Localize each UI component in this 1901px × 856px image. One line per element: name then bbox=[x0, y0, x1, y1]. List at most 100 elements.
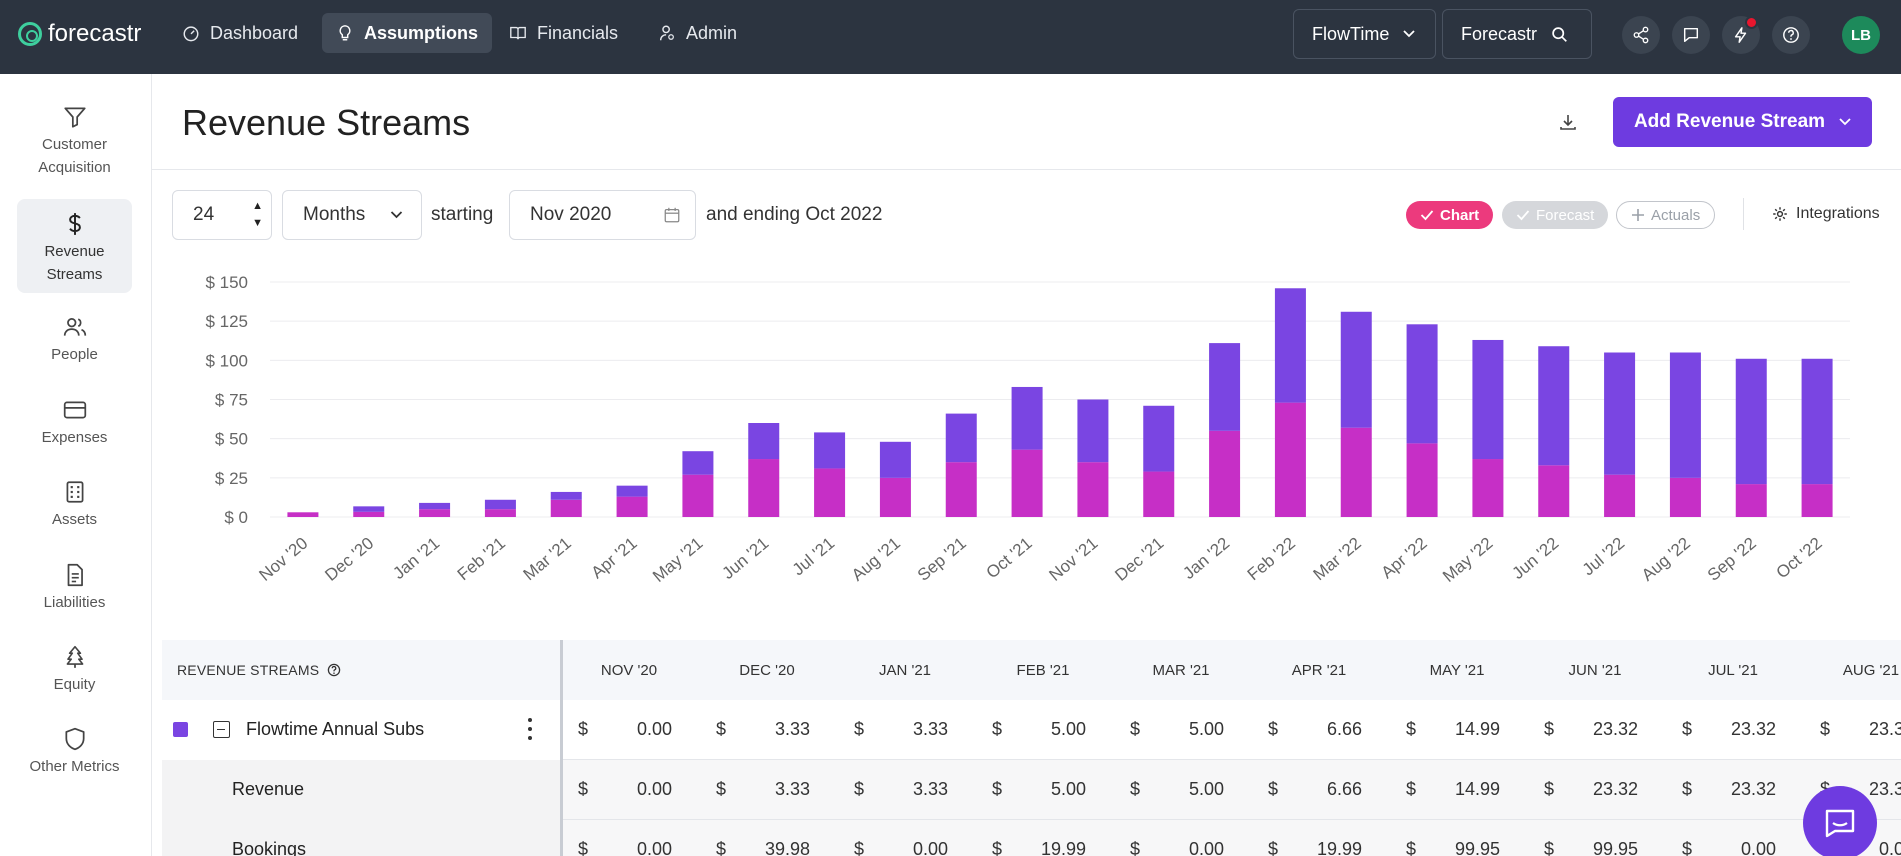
table-cell[interactable]: $0.00 bbox=[1664, 839, 1802, 856]
bar-bookings bbox=[1209, 343, 1241, 431]
chart-toggle[interactable]: Chart bbox=[1406, 201, 1494, 229]
table-cell[interactable]: $5.00 bbox=[1112, 779, 1250, 803]
actuals-toggle[interactable]: Actuals bbox=[1616, 201, 1716, 229]
top-navbar: forecastr Dashboard Assumptions Financia… bbox=[0, 0, 1901, 74]
sidebar-item-label: Customer Acquisition bbox=[38, 136, 111, 176]
gear-icon bbox=[1773, 207, 1787, 221]
start-date-picker[interactable]: Nov 2020 bbox=[509, 190, 696, 240]
forecast-toggle-label: Forecast bbox=[1536, 206, 1595, 224]
column-header: JAN '21 bbox=[878, 662, 932, 679]
nav-admin[interactable]: Admin bbox=[644, 13, 751, 53]
table-cell[interactable]: $99.95 bbox=[1526, 839, 1664, 856]
chat-support-button[interactable] bbox=[1803, 786, 1877, 856]
sidebar-item-label: Expenses bbox=[41, 429, 108, 446]
search-icon bbox=[1552, 26, 1567, 42]
currency-symbol: $ bbox=[1682, 839, 1693, 856]
table-cell[interactable]: $23.32 bbox=[1526, 779, 1664, 803]
table-cell[interactable]: $23.32 bbox=[1664, 719, 1802, 743]
table-cell[interactable]: $0.00 bbox=[560, 779, 698, 803]
chart-toggle-label: Chart bbox=[1440, 206, 1480, 224]
table-cell[interactable]: $23.32 bbox=[1664, 779, 1802, 803]
company-select-value: FlowTime bbox=[1312, 23, 1390, 44]
download-button[interactable] bbox=[1550, 108, 1586, 136]
table-row-revenue[interactable]: Revenue $0.00 $3.33 $3.33 $5.00 $5.00 $6.66 $1… bbox=[162, 760, 1901, 820]
forecastr-logo[interactable]: forecastr bbox=[18, 20, 141, 48]
x-tick-label: Feb '22 bbox=[1244, 534, 1299, 585]
sidebar-item-revenue-streams[interactable]: Revenue Streams bbox=[17, 199, 132, 293]
people-icon bbox=[63, 318, 86, 336]
integrations-button[interactable]: Integrations bbox=[1772, 205, 1880, 223]
table-cell[interactable]: $14.99 bbox=[1388, 719, 1526, 743]
stepper-up-icon[interactable]: ▲ bbox=[252, 200, 263, 212]
table-cell[interactable]: $5.00 bbox=[1112, 719, 1250, 743]
table-row-stream[interactable]: Flowtime Annual Subs $0.00 $3.33 $3.33 $5.0… bbox=[162, 700, 1901, 760]
table-cell[interactable]: $0.00 bbox=[560, 839, 698, 856]
sidebar-item-expenses[interactable]: Expenses bbox=[17, 397, 132, 457]
table-cell[interactable]: $5.00 bbox=[974, 719, 1112, 743]
sidebar-item-customer-acquisition[interactable]: Customer Acquisition bbox=[17, 104, 132, 184]
stepper-down-icon[interactable]: ▼ bbox=[252, 217, 263, 229]
table-cell[interactable]: $6.66 bbox=[1250, 719, 1388, 743]
bar-bookings bbox=[1604, 352, 1636, 475]
table-cell[interactable]: $3.33 bbox=[836, 719, 974, 743]
help-button[interactable] bbox=[1772, 16, 1810, 54]
collapse-icon[interactable] bbox=[213, 721, 230, 738]
help-icon[interactable] bbox=[327, 663, 341, 677]
plus-icon bbox=[1632, 209, 1644, 221]
sidebar-item-people[interactable]: People bbox=[17, 314, 132, 374]
sidebar-item-liabilities[interactable]: Liabilities bbox=[17, 562, 132, 622]
bar-revenue bbox=[1735, 484, 1767, 517]
bar-bookings bbox=[945, 413, 977, 463]
bar-bookings bbox=[1472, 339, 1504, 460]
comments-button[interactable] bbox=[1672, 16, 1710, 54]
search-box[interactable]: Forecastr bbox=[1442, 9, 1592, 59]
lightning-icon bbox=[1734, 27, 1747, 43]
sidebar-item-other-metrics[interactable]: Other Metrics bbox=[17, 726, 132, 786]
y-tick-label: $ 125 bbox=[205, 312, 248, 331]
add-revenue-stream-button[interactable]: Add Revenue Stream bbox=[1613, 97, 1872, 147]
more-options-icon[interactable] bbox=[527, 718, 533, 740]
table-cell[interactable]: $19.99 bbox=[1250, 839, 1388, 856]
frozen-column-divider[interactable] bbox=[560, 640, 563, 856]
x-tick-label: Jan '22 bbox=[1179, 534, 1233, 583]
period-unit-select[interactable]: Months bbox=[282, 190, 422, 240]
table-cell[interactable]: $6.66 bbox=[1250, 779, 1388, 803]
cell-value: 23.32 bbox=[1868, 779, 1901, 799]
bar-revenue bbox=[814, 468, 846, 517]
cell-value: 14.99 bbox=[1454, 719, 1500, 739]
bar-revenue bbox=[1077, 462, 1109, 517]
table-cell[interactable]: $3.33 bbox=[836, 779, 974, 803]
y-tick-label: $ 75 bbox=[215, 391, 248, 410]
nav-financials[interactable]: Financials bbox=[495, 13, 632, 53]
table-cell[interactable]: $14.99 bbox=[1388, 779, 1526, 803]
cell-value: 5.00 bbox=[1188, 719, 1224, 739]
sidebar-item-equity[interactable]: Equity bbox=[17, 644, 132, 704]
activity-button[interactable] bbox=[1722, 16, 1760, 54]
table-cell[interactable]: $0.00 bbox=[560, 719, 698, 743]
table-cell[interactable]: $99.95 bbox=[1388, 839, 1526, 856]
nav-assumptions[interactable]: Assumptions bbox=[322, 13, 493, 53]
table-cell[interactable]: $0.00 bbox=[836, 839, 974, 856]
table-cell[interactable]: $3.33 bbox=[698, 779, 836, 803]
sidebar-item-assets[interactable]: Assets bbox=[17, 479, 132, 539]
table-cell[interactable]: $23.32 bbox=[1802, 719, 1901, 743]
table-cell[interactable]: $3.33 bbox=[698, 719, 836, 743]
forecast-toggle[interactable]: Forecast bbox=[1502, 201, 1609, 229]
share-icon bbox=[1633, 26, 1649, 44]
period-count-stepper[interactable]: 24 ▲ ▼ bbox=[172, 190, 272, 240]
nav-dashboard[interactable]: Dashboard bbox=[168, 13, 312, 53]
table-cell[interactable]: $0.00 bbox=[1112, 839, 1250, 856]
table-cell[interactable]: $23.32 bbox=[1526, 719, 1664, 743]
cell-value: 0.00 bbox=[1740, 839, 1776, 856]
table-cell[interactable]: $39.98 bbox=[698, 839, 836, 856]
revenue-streams-header: REVENUE STREAMS bbox=[177, 662, 320, 678]
cell-value: 99.95 bbox=[1454, 839, 1500, 856]
table-cell[interactable]: $5.00 bbox=[974, 779, 1112, 803]
user-avatar[interactable]: LB bbox=[1842, 16, 1880, 54]
table-cell[interactable]: $19.99 bbox=[974, 839, 1112, 856]
currency-symbol: $ bbox=[1682, 719, 1693, 739]
company-select[interactable]: FlowTime bbox=[1293, 9, 1436, 59]
table-row-bookings[interactable]: Bookings $0.00 $39.98 $0.00 $19.99 $0.00 $19.… bbox=[162, 820, 1901, 856]
share-button[interactable] bbox=[1622, 16, 1660, 54]
